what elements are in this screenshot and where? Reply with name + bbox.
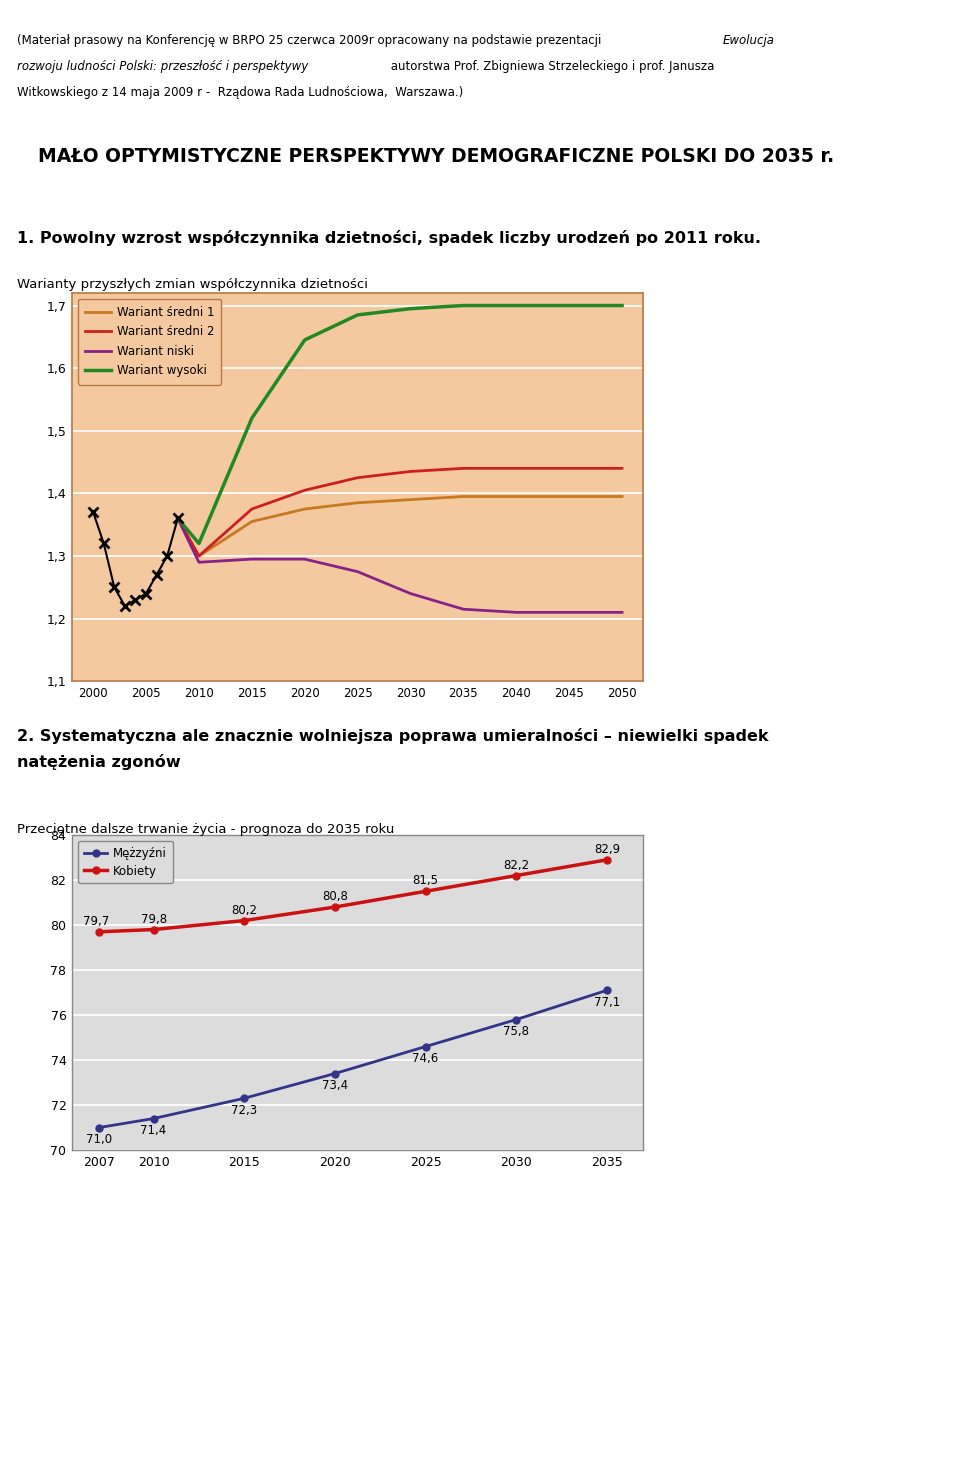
Text: 75,8: 75,8 bbox=[503, 1026, 529, 1037]
Text: rozwoju ludności Polski: przeszłość i perspektywy: rozwoju ludności Polski: przeszłość i pe… bbox=[17, 60, 308, 73]
Text: 82,9: 82,9 bbox=[594, 842, 620, 856]
Legend: Mężzyźni, Kobiety: Mężzyźni, Kobiety bbox=[78, 841, 173, 883]
Text: Warianty przyszłych zmian współczynnika dzietności: Warianty przyszłych zmian współczynnika … bbox=[17, 278, 369, 292]
Text: Ewolucja: Ewolucja bbox=[723, 34, 775, 47]
Text: 77,1: 77,1 bbox=[594, 996, 620, 1008]
Text: 71,0: 71,0 bbox=[86, 1132, 112, 1146]
Text: MAŁO OPTYMISTYCZNE PERSPEKTYWY DEMOGRAFICZNE POLSKI DO 2035 r.: MAŁO OPTYMISTYCZNE PERSPEKTYWY DEMOGRAFI… bbox=[38, 146, 834, 166]
Text: Witkowskiego z 14 maja 2009 r -  Rządowa Rada Ludnościowa,  Warszawa.): Witkowskiego z 14 maja 2009 r - Rządowa … bbox=[17, 86, 464, 100]
Text: autorstwa Prof. Zbigniewa Strzeleckiego i prof. Janusza: autorstwa Prof. Zbigniewa Strzeleckiego … bbox=[387, 60, 714, 73]
Text: 72,3: 72,3 bbox=[231, 1103, 257, 1116]
Text: 79,7: 79,7 bbox=[84, 914, 109, 927]
Text: 82,2: 82,2 bbox=[503, 858, 529, 872]
Text: 71,4: 71,4 bbox=[140, 1124, 167, 1137]
Text: Przeciętne dalsze trwanie życia - prognoza do 2035 roku: Przeciętne dalsze trwanie życia - progno… bbox=[17, 823, 395, 837]
Text: 80,8: 80,8 bbox=[322, 891, 348, 902]
Text: 2. Systematyczna ale znacznie wolniejsza poprawa umieralności – niewielki spadek: 2. Systematyczna ale znacznie wolniejsza… bbox=[17, 728, 769, 744]
Text: 80,2: 80,2 bbox=[231, 904, 257, 917]
Text: (Materiał prasowy na Konferencję w BRPO 25 czerwca 2009r opracowany na podstawie: (Materiał prasowy na Konferencję w BRPO … bbox=[17, 34, 606, 47]
Text: natężenia zgonów: natężenia zgonów bbox=[17, 754, 180, 771]
Text: 73,4: 73,4 bbox=[322, 1078, 348, 1091]
Text: 1. Powolny wzrost współczynnika dzietności, spadek liczby urodzeń po 2011 roku.: 1. Powolny wzrost współczynnika dzietnoś… bbox=[17, 230, 761, 246]
Text: 81,5: 81,5 bbox=[413, 875, 439, 888]
Text: 79,8: 79,8 bbox=[140, 913, 167, 926]
Text: 74,6: 74,6 bbox=[413, 1052, 439, 1065]
Legend: Wariant średni 1, Wariant średni 2, Wariant niski, Wariant wysoki: Wariant średni 1, Wariant średni 2, Wari… bbox=[78, 299, 222, 384]
